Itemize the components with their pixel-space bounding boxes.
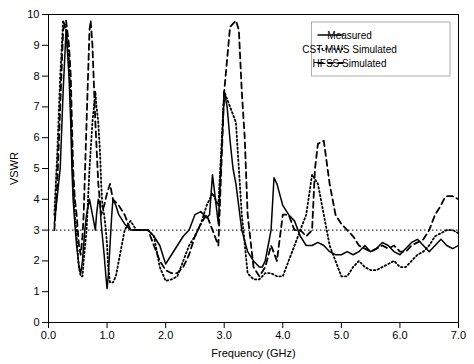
svg-text:HFSS Simulated: HFSS Simulated xyxy=(313,58,387,69)
svg-text:Measured: Measured xyxy=(327,30,371,41)
svg-text:8: 8 xyxy=(33,70,39,82)
svg-text:5.0: 5.0 xyxy=(334,329,349,341)
svg-text:6: 6 xyxy=(33,131,39,143)
svg-text:VSWR: VSWR xyxy=(8,152,20,185)
svg-text:2: 2 xyxy=(33,254,39,266)
svg-text:10: 10 xyxy=(27,8,39,20)
svg-text:1.0: 1.0 xyxy=(99,329,114,341)
svg-text:0.0: 0.0 xyxy=(41,329,56,341)
svg-text:9: 9 xyxy=(33,39,39,51)
svg-text:CST-MWS Simulated: CST-MWS Simulated xyxy=(302,44,396,55)
svg-text:6.0: 6.0 xyxy=(392,329,407,341)
svg-text:7.0: 7.0 xyxy=(451,329,466,341)
svg-text:0: 0 xyxy=(33,316,39,328)
svg-text:3: 3 xyxy=(33,224,39,236)
svg-text:5: 5 xyxy=(33,162,39,174)
svg-text:7: 7 xyxy=(33,100,39,112)
svg-text:1: 1 xyxy=(33,285,39,297)
svg-text:Frequency (GHz): Frequency (GHz) xyxy=(211,347,295,359)
svg-text:4.0: 4.0 xyxy=(275,329,290,341)
svg-text:3.0: 3.0 xyxy=(217,329,232,341)
svg-text:4: 4 xyxy=(33,193,39,205)
svg-text:2.0: 2.0 xyxy=(158,329,173,341)
